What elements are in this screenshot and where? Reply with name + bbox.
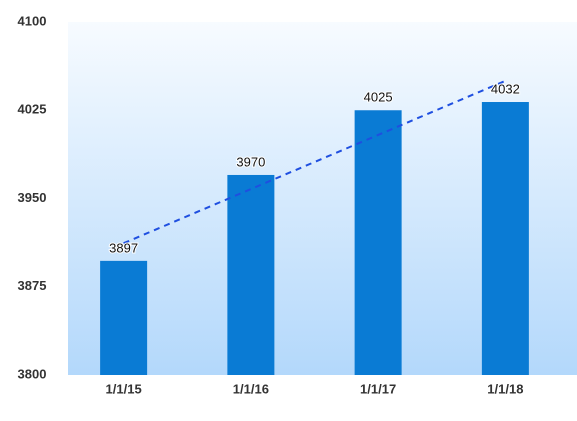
bar: [481, 102, 529, 375]
data-label: 4025: [364, 90, 393, 105]
x-tick-label: 1/1/17: [360, 381, 396, 396]
y-tick-label: 3950: [18, 190, 47, 205]
bar: [354, 110, 402, 375]
y-tick-label: 4025: [18, 102, 47, 117]
data-label: 3970: [236, 154, 265, 169]
x-tick-label: 1/1/15: [106, 381, 142, 396]
data-label: 3897: [109, 240, 138, 255]
x-tick-label: 1/1/16: [233, 381, 269, 396]
bar: [227, 174, 275, 375]
y-tick-label: 4100: [18, 13, 47, 28]
x-tick-label: 1/1/18: [487, 381, 523, 396]
trendline: [123, 79, 506, 245]
bar: [100, 260, 148, 375]
y-tick-label: 3875: [18, 278, 47, 293]
data-label: 4032: [491, 81, 520, 96]
y-tick-label: 3800: [18, 366, 47, 381]
